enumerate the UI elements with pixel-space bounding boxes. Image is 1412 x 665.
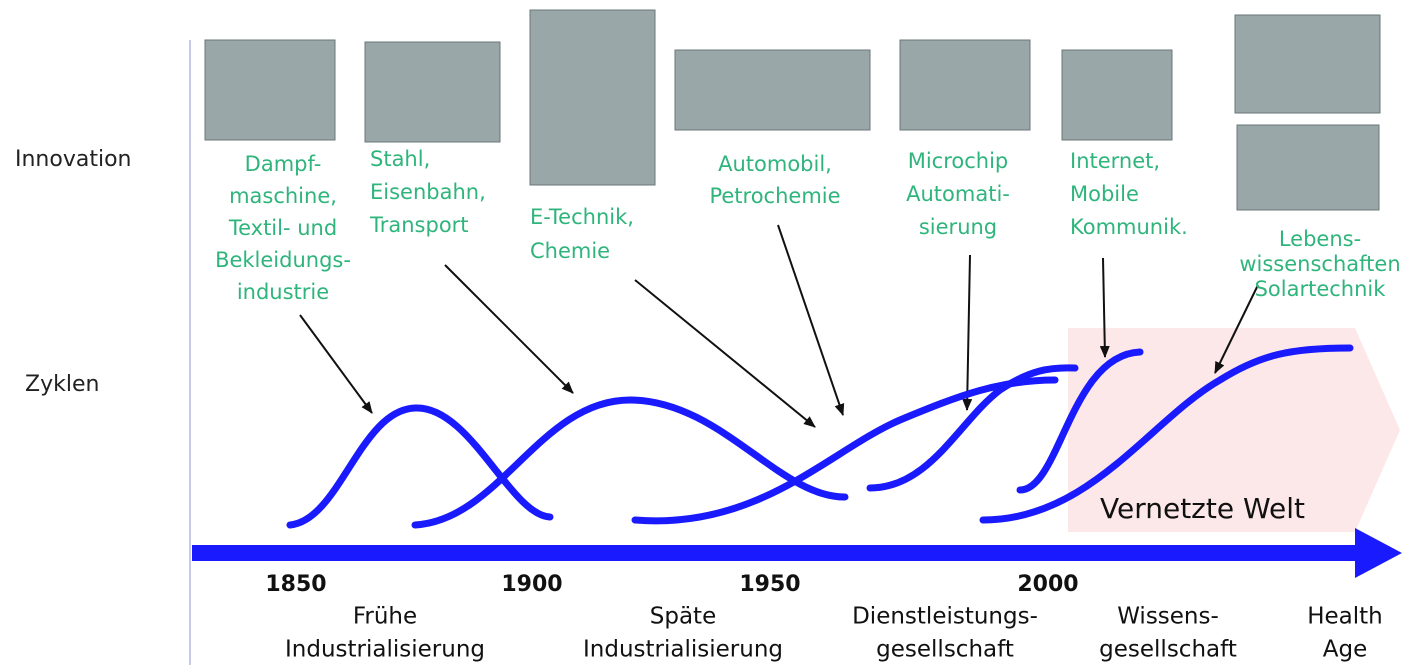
- image-steam-engine: [205, 40, 335, 140]
- era-label: gesellschaft: [1099, 637, 1237, 663]
- innovation-label: E-Technik,: [530, 205, 634, 229]
- image-dna: [1235, 15, 1380, 113]
- era-label: Späte: [650, 604, 716, 630]
- innovation-label: Internet,: [1070, 149, 1160, 173]
- pointer: [445, 265, 573, 393]
- innovation-label: Lebens-: [1279, 227, 1361, 251]
- innovation-label: Transport: [369, 213, 469, 237]
- row-label: Zyklen: [25, 372, 99, 397]
- image-locomotive: [365, 42, 500, 142]
- year-label: 1850: [265, 572, 326, 597]
- innovation-label: Solartechnik: [1255, 277, 1387, 301]
- diagram: Innovation Zyklen Vernetzte Welt Dampf-m…: [0, 0, 1412, 665]
- era-label: Industrialisierung: [583, 637, 783, 663]
- year-label: 1900: [501, 572, 562, 597]
- axis-arrowhead: [1355, 528, 1402, 578]
- innovation-label: Textil- und: [228, 216, 337, 240]
- time-axis: [192, 528, 1402, 578]
- era-label: Health: [1307, 604, 1383, 630]
- era-label: Wissens-: [1117, 604, 1219, 630]
- era-label: gesellschaft: [876, 637, 1014, 663]
- innovation-label: sierung: [919, 215, 997, 239]
- image-car: [675, 50, 870, 130]
- pointer: [300, 315, 372, 413]
- cycle-curve: [415, 400, 845, 525]
- year-label: 1950: [739, 572, 800, 597]
- innovation-label: Microchip: [908, 149, 1009, 173]
- innovation-label: Petrochemie: [709, 184, 840, 208]
- innovation-label: Kommunik.: [1070, 215, 1188, 239]
- innovation-label: Chemie: [530, 239, 610, 263]
- image-laptop: [900, 40, 1030, 130]
- image-solar: [1237, 125, 1379, 210]
- innovation-label: Automati-: [906, 182, 1010, 206]
- era-label: Frühe: [353, 604, 417, 630]
- year-label: 2000: [1017, 572, 1078, 597]
- era-label: Dienstleistungs-: [852, 604, 1038, 630]
- innovation-label: Bekleidungs-: [215, 248, 351, 272]
- banner: Vernetzte Welt: [1100, 492, 1305, 525]
- era-label: Age: [1323, 637, 1367, 663]
- innovation-label: Mobile: [1070, 182, 1139, 206]
- innovation-label: Eisenbahn,: [370, 180, 486, 204]
- row-label: Innovation: [15, 147, 131, 172]
- pointer: [778, 225, 843, 415]
- image-network: [1062, 50, 1172, 140]
- era-label: Industrialisierung: [285, 637, 485, 663]
- innovation-label: Dampf-: [245, 152, 322, 176]
- axis-bar: [192, 545, 1362, 561]
- pointer: [967, 255, 970, 410]
- innovation-label: maschine,: [229, 184, 337, 208]
- innovation-label: Stahl,: [370, 147, 430, 171]
- image-chains: [530, 10, 655, 185]
- innovation-label: Automobil,: [718, 152, 832, 176]
- innovation-label: industrie: [237, 280, 329, 304]
- innovation-label: wissenschaften: [1239, 252, 1400, 276]
